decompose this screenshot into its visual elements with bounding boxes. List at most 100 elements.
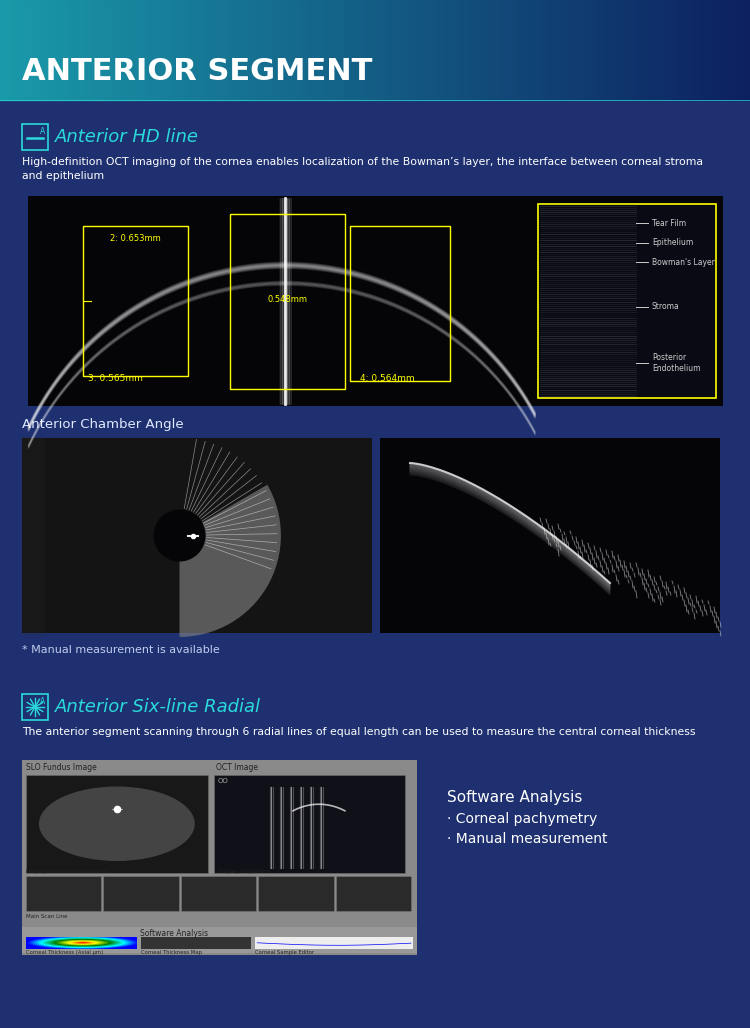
Bar [324,0,326,100]
Bar [66,0,68,100]
Bar [609,0,611,100]
Bar [328,0,330,100]
Bar [489,0,491,100]
Bar [442,0,444,100]
Bar [729,0,731,100]
Wedge shape [179,485,281,637]
Bar [452,0,454,100]
Bar [161,0,164,100]
Bar [486,0,488,100]
Bar [144,0,146,100]
Bar [725,0,728,100]
Bar [99,0,101,100]
Bar [38,0,39,100]
Bar [246,0,248,100]
Bar [350,0,352,100]
Bar [296,0,298,100]
Bar [419,0,420,100]
Bar [104,876,178,911]
Bar [733,0,735,100]
Bar [148,0,150,100]
Bar [426,0,427,100]
Bar [578,0,579,100]
Bar [338,0,339,100]
Bar [188,0,189,100]
Bar [433,0,435,100]
Bar [11,0,13,100]
Bar [196,0,199,100]
Bar [194,0,195,100]
Bar [454,0,455,100]
Bar [499,0,501,100]
Text: The anterior segment scanning through 6 radial lines of equal length can be used: The anterior segment scanning through 6 … [22,727,695,737]
Bar [75,0,76,100]
Bar [229,0,231,100]
Bar [704,0,705,100]
Bar [22,0,24,100]
Bar [94,0,96,100]
Bar [86,0,88,100]
Bar [675,0,676,100]
Bar [699,0,701,100]
Bar [134,0,135,100]
Bar [496,0,499,100]
Bar [476,0,478,100]
Bar [114,0,116,100]
Bar [696,0,698,100]
Text: Main Scan Line: Main Scan Line [26,914,68,919]
Bar [386,0,388,100]
Bar [628,0,630,100]
Bar [436,0,439,100]
Bar [466,0,469,100]
Bar [531,0,532,100]
Bar [244,0,246,100]
Bar [716,0,718,100]
Bar [270,0,272,100]
Bar [681,0,682,100]
Text: Anterior HD line: Anterior HD line [55,128,199,146]
Bar [491,0,494,100]
Bar [478,0,480,100]
Text: * Manual measurement is available: * Manual measurement is available [22,645,220,655]
Bar [501,0,503,100]
Bar [221,0,224,100]
Bar [427,0,429,100]
Bar [639,0,641,100]
Bar [46,0,49,100]
Bar [242,0,244,100]
Bar [232,0,234,100]
Bar [482,0,484,100]
Text: Tear Film: Tear Film [652,219,686,228]
Bar [81,0,82,100]
Bar [394,0,396,100]
Bar [285,0,286,100]
Bar [34,0,36,100]
Bar [649,0,650,100]
Bar [238,0,240,100]
Bar [376,0,379,100]
Bar [178,0,180,100]
Bar [131,0,134,100]
Bar [369,0,371,100]
Circle shape [154,510,205,561]
Bar [608,0,609,100]
Bar [64,0,66,100]
Text: A: A [40,697,45,706]
Bar [404,0,405,100]
Bar [82,0,84,100]
Bar [534,0,536,100]
Bar [103,0,105,100]
Bar [251,0,253,100]
Bar [255,937,413,949]
Bar [701,0,703,100]
Bar [326,0,328,100]
Bar [201,0,202,100]
Bar [555,0,556,100]
Bar [28,196,723,406]
Bar [646,0,649,100]
Bar [343,0,345,100]
Bar [574,0,576,100]
Text: SLO Fundus Image: SLO Fundus Image [26,763,97,772]
Bar [150,0,152,100]
Bar [120,0,122,100]
